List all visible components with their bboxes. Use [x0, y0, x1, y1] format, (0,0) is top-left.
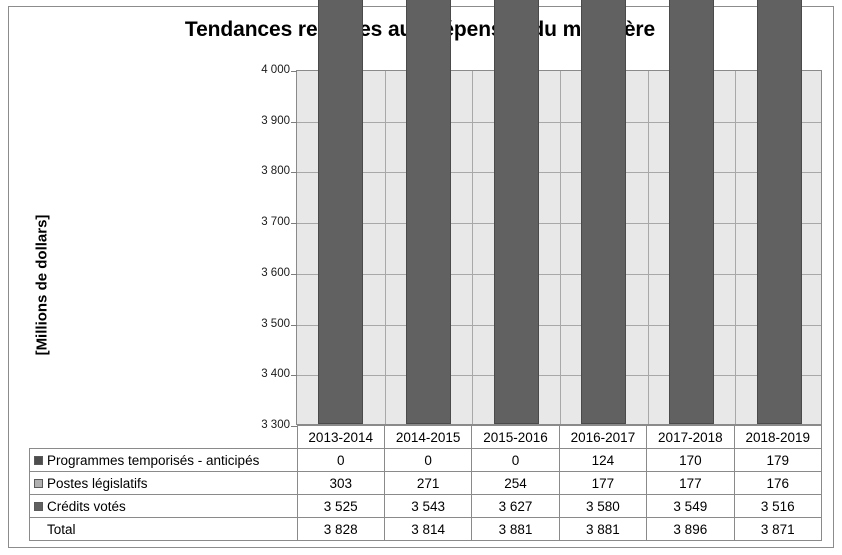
series-label: Programmes temporisés - anticipés	[47, 452, 260, 468]
table-cell: 0	[383, 448, 473, 472]
category-separator	[648, 71, 649, 424]
gridline	[297, 324, 821, 326]
y-axis-tick	[291, 172, 297, 174]
y-axis-tick	[291, 223, 297, 225]
category-separator	[472, 71, 473, 424]
table-cell: 0	[471, 448, 560, 472]
y-axis-tick-label: 3 700	[261, 216, 290, 229]
table-cell: 179	[733, 448, 823, 472]
bar-group[interactable]	[581, 0, 626, 424]
table-cell: 303	[296, 471, 385, 495]
gridline	[297, 172, 821, 174]
table-cell: 3 516	[733, 494, 823, 518]
gridline	[297, 273, 821, 275]
bar-segment[interactable]	[494, 0, 539, 424]
table-column-header: 2013-2014	[296, 425, 385, 449]
table-total-label-cell: Total	[29, 517, 298, 541]
category-separator	[735, 71, 736, 424]
bar-segment[interactable]	[406, 0, 451, 424]
y-axis-tick-label: 3 300	[261, 419, 290, 431]
bar-group[interactable]	[757, 0, 802, 424]
y-axis-tick-label: 3 900	[261, 114, 290, 127]
table-corner-cell	[30, 426, 298, 449]
table-column-header: 2015-2016	[471, 425, 560, 449]
table-cell: 170	[646, 448, 735, 472]
bars-layer	[297, 0, 821, 424]
bar-segment[interactable]	[581, 0, 626, 424]
y-axis-tick	[291, 121, 297, 123]
gridlines	[291, 71, 821, 427]
category-separator	[560, 71, 561, 424]
table-column-header: 2017-2018	[646, 425, 735, 449]
table-header-row: 2013-2014 2014-2015 2015-2016 2016-2017 2017…	[30, 425, 823, 449]
table-total-cell: 3 881	[558, 517, 648, 541]
y-axis-tick-label: 3 400	[261, 368, 290, 381]
series-label: Postes législatifs	[47, 475, 148, 491]
data-table: 2013-2014 2014-2015 2015-2016 2016-2017 2017…	[29, 425, 823, 541]
table-cell: 3 543	[383, 494, 473, 518]
table-cell: 271	[383, 471, 473, 495]
y-axis-tick	[291, 273, 297, 275]
table-total-cell: 3 871	[733, 517, 823, 541]
bar-group[interactable]	[318, 0, 363, 424]
bar-group[interactable]	[669, 0, 714, 424]
y-axis-tick-label: 3 600	[261, 266, 290, 279]
table-cell: 254	[471, 471, 560, 495]
category-separator	[385, 71, 386, 424]
gridline	[297, 375, 821, 377]
bar-group[interactable]	[406, 0, 451, 424]
data-table-body: 2013-2014 2014-2015 2015-2016 2016-2017 2017…	[29, 425, 823, 541]
table-cell: 3 580	[558, 494, 648, 518]
table-column-header: 2018-2019	[733, 425, 823, 449]
table-row-label-cell: Programmes temporisés - anticipés	[29, 448, 298, 472]
bar-segment[interactable]	[669, 0, 714, 424]
table-row: Postes législatifs 303 271 254 177 177 176	[29, 471, 823, 495]
table-row: Programmes temporisés - anticipés 0 0 0 124 1…	[29, 448, 823, 472]
y-axis-title: [Millions de dollars]	[33, 214, 51, 356]
table-column-header: 2014-2015	[383, 425, 473, 449]
y-axis-tick	[291, 324, 297, 326]
table-total-cell: 3 896	[646, 517, 735, 541]
table-cell: 177	[646, 471, 735, 495]
table-row: Crédits votés 3 525 3 543 3 627 3 580 3 549 3 …	[29, 494, 823, 518]
table-cell: 176	[733, 471, 823, 495]
table-row-label-cell: Crédits votés	[29, 494, 298, 518]
table-cell: 3 627	[471, 494, 560, 518]
gridline	[297, 121, 821, 123]
y-axis-tick-label: 4 000	[261, 64, 290, 76]
legend-swatch-icon	[34, 455, 43, 465]
table-row-label-cell: Postes législatifs	[29, 471, 298, 495]
legend-swatch-icon	[34, 501, 43, 511]
plot-area	[291, 0, 822, 427]
table-total-cell: 3 814	[383, 517, 473, 541]
table-cell: 0	[296, 448, 385, 472]
y-axis-tick	[291, 71, 297, 72]
bar-segment[interactable]	[757, 0, 802, 424]
table-total-row: Total 3 828 3 814 3 881 3 881 3 896 3 871	[29, 517, 823, 541]
bar-segment[interactable]	[318, 0, 363, 424]
y-axis-title-container: [Millions de dollars]	[28, 160, 56, 410]
legend-swatch-icon	[34, 478, 43, 488]
y-axis-tick	[291, 426, 297, 427]
y-axis-tick-label: 3 500	[261, 317, 290, 330]
y-axis-tick	[291, 375, 297, 377]
y-axis-tick-label: 3 800	[261, 165, 290, 178]
table-cell: 3 525	[296, 494, 385, 518]
total-label: Total	[47, 521, 76, 537]
table-total-cell: 3 881	[471, 517, 560, 541]
table-cell: 124	[558, 448, 648, 472]
table-cell: 177	[558, 471, 648, 495]
y-axis-tick-labels: 3 300 3 400 3 500 3 600 3 700 3 800 3 900 4 000	[228, 64, 290, 431]
bar-group[interactable]	[494, 0, 539, 424]
series-label: Crédits votés	[47, 498, 126, 514]
gridline	[297, 223, 821, 225]
table-total-cell: 3 828	[296, 517, 385, 541]
table-column-header: 2016-2017	[558, 425, 648, 449]
table-cell: 3 549	[646, 494, 735, 518]
